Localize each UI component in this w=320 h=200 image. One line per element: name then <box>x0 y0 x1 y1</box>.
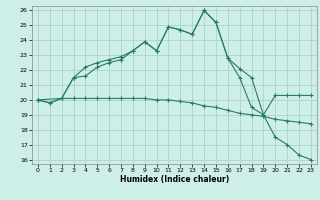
X-axis label: Humidex (Indice chaleur): Humidex (Indice chaleur) <box>120 175 229 184</box>
